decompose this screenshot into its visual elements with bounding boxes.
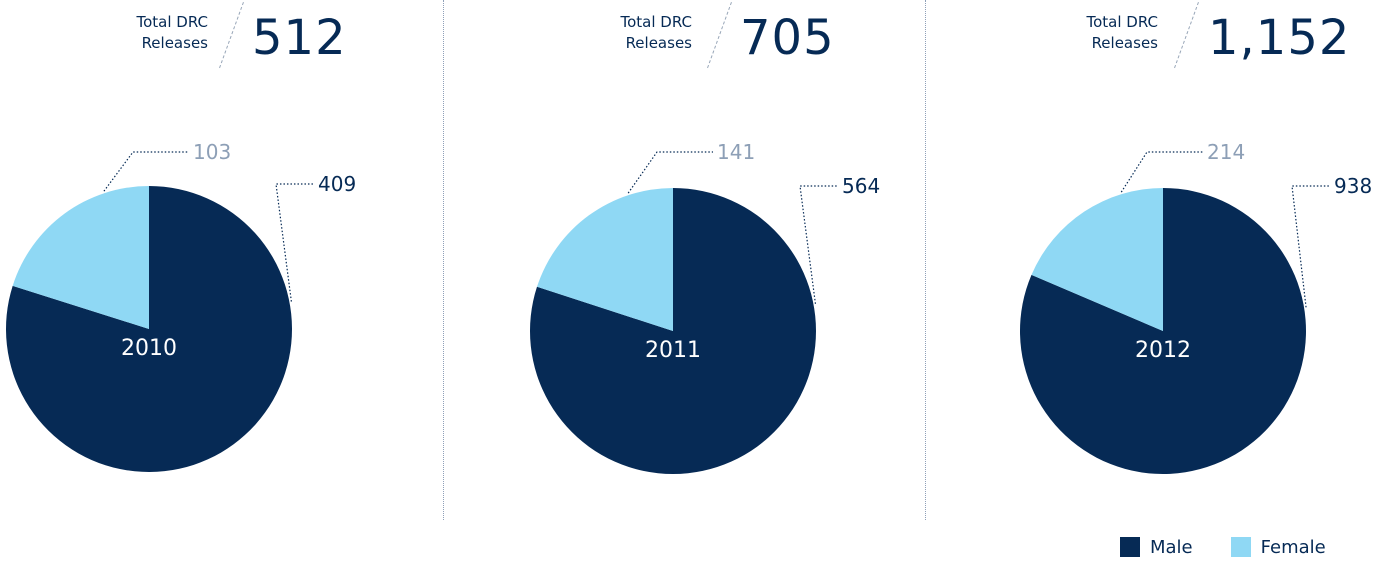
leader-line-male bbox=[275, 183, 314, 302]
total-label-line2: Releases bbox=[1091, 34, 1158, 52]
panel-divider bbox=[925, 0, 926, 520]
leader-line-female bbox=[1120, 151, 1203, 193]
panel-divider bbox=[443, 0, 444, 520]
total-value: 512 bbox=[252, 10, 347, 66]
total-label-line2: Releases bbox=[625, 34, 692, 52]
data-label-male: 938 bbox=[1334, 174, 1372, 198]
legend-swatch-female bbox=[1230, 537, 1251, 557]
total-label-line1: Total DRC bbox=[136, 13, 209, 31]
data-label-male: 564 bbox=[842, 174, 880, 198]
legend-label-female: Female bbox=[1260, 536, 1326, 558]
total-label: Total DRC Releases bbox=[1038, 12, 1159, 54]
pie-slice-female bbox=[536, 188, 673, 331]
pie-panel-2012: Total DRC Releases 1,152 bbox=[926, 0, 1392, 520]
total-value: 1,152 bbox=[1208, 10, 1351, 66]
leader-line-male bbox=[799, 185, 838, 304]
pie-center-label: 2011 bbox=[645, 338, 701, 363]
total-label-line2: Releases bbox=[141, 34, 208, 52]
legend-swatch-male bbox=[1120, 537, 1140, 557]
total-value: 705 bbox=[740, 10, 835, 66]
total-label: Total DRC Releases bbox=[88, 12, 209, 54]
leader-line-female bbox=[103, 151, 189, 192]
leader-line-male bbox=[1291, 185, 1330, 308]
pie-slice-male bbox=[1019, 188, 1306, 475]
data-label-female: 141 bbox=[717, 140, 755, 164]
legend-label-male: Male bbox=[1150, 536, 1193, 558]
pie-slice-female bbox=[1031, 188, 1163, 331]
pie-slice-female bbox=[12, 186, 150, 329]
total-label-line1: Total DRC bbox=[1086, 13, 1159, 31]
total-label-line1: Total DRC bbox=[620, 13, 693, 31]
data-label-male: 409 bbox=[318, 172, 356, 196]
pie-panel-2010: Total DRC Releases 512 bbox=[0, 0, 440, 520]
pie-center-label: 2010 bbox=[121, 336, 177, 361]
pie-panel-2011: Total DRC Releases 705 bbox=[444, 0, 924, 520]
total-label: Total DRC Releases bbox=[572, 12, 693, 54]
pie-center-label: 2012 bbox=[1135, 338, 1191, 363]
data-label-female: 214 bbox=[1207, 140, 1245, 164]
data-label-female: 103 bbox=[193, 140, 231, 164]
legend: Male Female bbox=[1120, 536, 1326, 558]
leader-line-female bbox=[627, 151, 713, 194]
